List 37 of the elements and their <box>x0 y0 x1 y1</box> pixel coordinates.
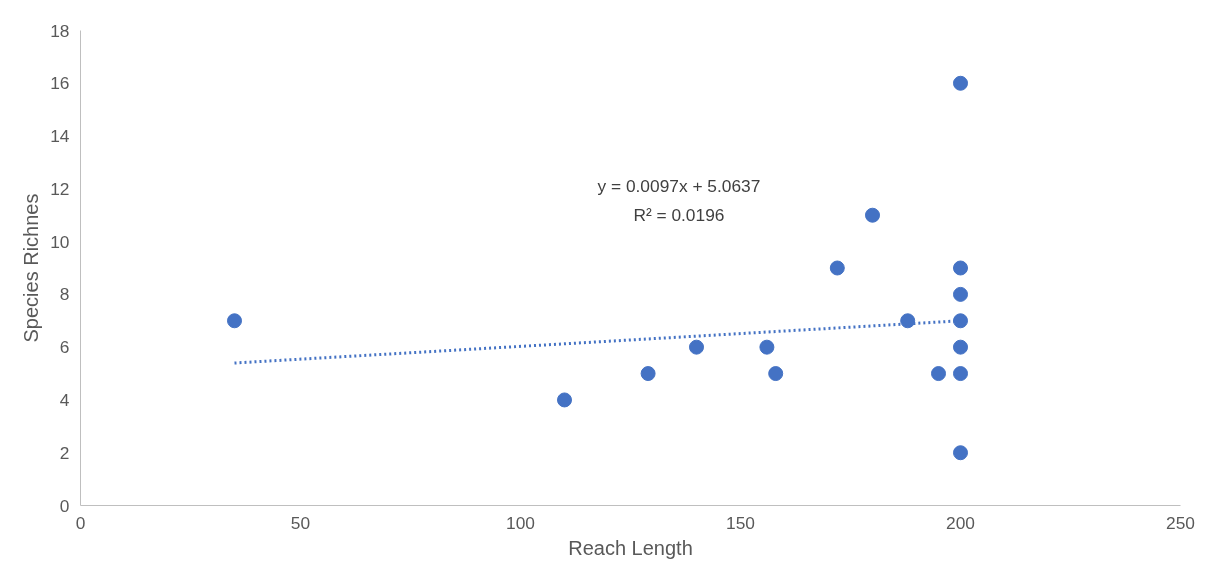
y-tick-label: 8 <box>59 284 70 305</box>
x-axis-title: Reach Length <box>568 536 693 559</box>
x-tick-label: 150 <box>726 512 755 533</box>
point <box>227 313 242 329</box>
point <box>931 366 946 382</box>
y-tick-label: 0 <box>59 495 70 516</box>
point <box>768 366 784 382</box>
y-axis-title: Species Richnes <box>20 193 43 343</box>
point <box>759 339 775 355</box>
point <box>953 286 968 302</box>
point <box>953 260 968 276</box>
annotation: R² = 0.0196 <box>633 205 725 226</box>
y-tick-label: 16 <box>50 73 70 94</box>
x-tick-label: 100 <box>506 512 535 533</box>
point <box>953 313 968 329</box>
point <box>953 366 968 382</box>
x-tick-label: 0 <box>75 512 86 533</box>
x-tick-label: 200 <box>946 512 975 533</box>
point <box>953 75 968 91</box>
y-tick-label: 14 <box>50 126 70 147</box>
point <box>640 366 656 382</box>
y-tick-label: 10 <box>50 231 70 252</box>
point <box>865 207 880 223</box>
x-tick-label: 50 <box>290 512 311 533</box>
point <box>953 445 968 461</box>
point <box>689 339 704 355</box>
y-tick-label: 12 <box>50 178 70 199</box>
point <box>557 392 572 408</box>
point <box>829 260 845 276</box>
y-tick-label: 18 <box>50 20 70 41</box>
x-tick-label: 250 <box>1166 512 1195 533</box>
point <box>953 339 968 355</box>
point <box>900 313 916 329</box>
y-tick-label: 6 <box>59 337 70 358</box>
y-tick-label: 4 <box>59 389 70 410</box>
y-tick-label: 2 <box>59 442 70 463</box>
annotation: y = 0.0097x + 5.0637 <box>597 176 761 197</box>
